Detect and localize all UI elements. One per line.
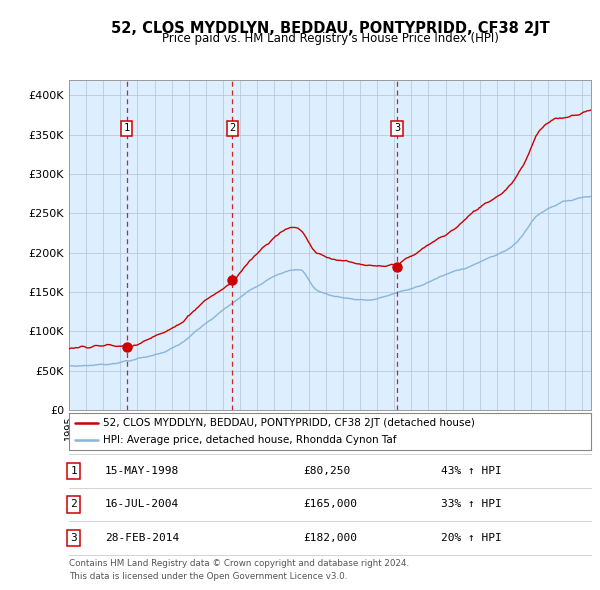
Text: 1: 1	[70, 466, 77, 476]
Text: 28-FEB-2014: 28-FEB-2014	[105, 533, 179, 543]
Text: Price paid vs. HM Land Registry's House Price Index (HPI): Price paid vs. HM Land Registry's House …	[161, 32, 499, 45]
Text: 15-MAY-1998: 15-MAY-1998	[105, 466, 179, 476]
Text: 2: 2	[229, 123, 235, 133]
Text: This data is licensed under the Open Government Licence v3.0.: This data is licensed under the Open Gov…	[69, 572, 347, 581]
Text: 1: 1	[124, 123, 130, 133]
Text: £182,000: £182,000	[303, 533, 357, 543]
Text: HPI: Average price, detached house, Rhondda Cynon Taf: HPI: Average price, detached house, Rhon…	[103, 435, 397, 445]
Text: Contains HM Land Registry data © Crown copyright and database right 2024.: Contains HM Land Registry data © Crown c…	[69, 559, 409, 568]
Text: 52, CLOS MYDDLYN, BEDDAU, PONTYPRIDD, CF38 2JT (detached house): 52, CLOS MYDDLYN, BEDDAU, PONTYPRIDD, CF…	[103, 418, 475, 428]
Text: 2: 2	[70, 500, 77, 509]
Text: 33% ↑ HPI: 33% ↑ HPI	[441, 500, 502, 509]
Text: 52, CLOS MYDDLYN, BEDDAU, PONTYPRIDD, CF38 2JT: 52, CLOS MYDDLYN, BEDDAU, PONTYPRIDD, CF…	[110, 21, 550, 35]
Text: 3: 3	[394, 123, 400, 133]
Text: 16-JUL-2004: 16-JUL-2004	[105, 500, 179, 509]
Text: £165,000: £165,000	[303, 500, 357, 509]
Text: £80,250: £80,250	[303, 466, 350, 476]
Text: 20% ↑ HPI: 20% ↑ HPI	[441, 533, 502, 543]
Text: 3: 3	[70, 533, 77, 543]
Text: 43% ↑ HPI: 43% ↑ HPI	[441, 466, 502, 476]
